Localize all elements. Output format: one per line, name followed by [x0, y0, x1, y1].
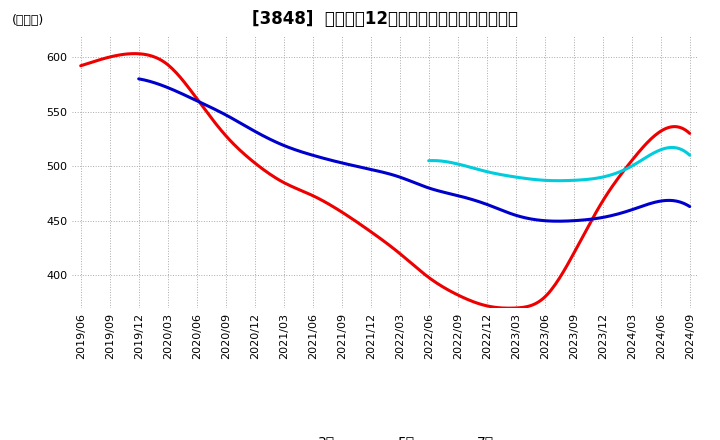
7年 [685, 153, 694, 158]
3年 [439, 285, 448, 290]
3年 [632, 152, 641, 157]
3年 [504, 305, 513, 311]
7年 [645, 153, 654, 158]
3年 [594, 206, 603, 212]
5年 [636, 204, 644, 209]
5年 [461, 195, 469, 200]
5年 [600, 214, 609, 220]
3年 [76, 63, 85, 68]
3年 [685, 131, 694, 136]
Legend: 3年, 5年, 7年: 3年, 5年, 7年 [271, 429, 500, 440]
Title: [3848]  経常利益12か月移動合計の平均値の推移: [3848] 経常利益12か月移動合計の平均値の推移 [252, 10, 518, 28]
5年 [135, 76, 143, 81]
5年 [554, 219, 563, 224]
7年 [662, 146, 670, 151]
3年 [441, 286, 449, 291]
5年 [685, 204, 694, 209]
3年 [130, 51, 138, 56]
7年 [426, 158, 434, 163]
7年 [668, 145, 677, 150]
Line: 3年: 3年 [81, 54, 690, 308]
3年 [78, 62, 87, 68]
Line: 5年: 5年 [139, 79, 690, 221]
5年 [462, 195, 471, 201]
Y-axis label: (百万円): (百万円) [12, 14, 44, 27]
3年 [451, 291, 460, 297]
5年 [472, 198, 480, 203]
5年 [136, 77, 145, 82]
7年 [424, 158, 433, 163]
Line: 7年: 7年 [428, 147, 690, 181]
7年 [554, 178, 562, 183]
7年 [580, 177, 588, 182]
7年 [585, 176, 593, 182]
7年 [580, 177, 589, 182]
